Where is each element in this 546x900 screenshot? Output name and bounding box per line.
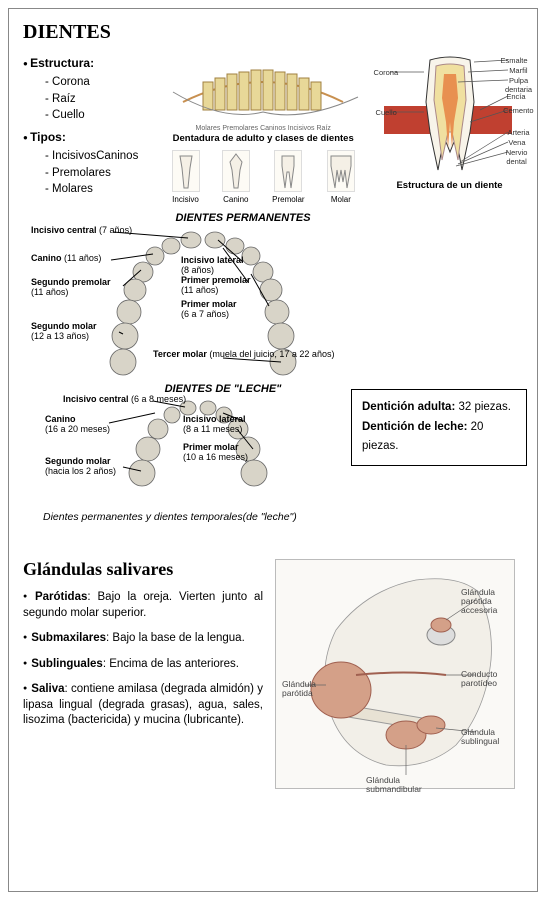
tooth-item: Premolar (272, 150, 304, 204)
tooth-label: Molar (327, 195, 355, 204)
list-item: Cuello (45, 107, 150, 124)
dientes-left-column: Estructura: Corona Raíz Cuello Tipos: In… (23, 52, 150, 204)
arch-label: Segundo molar(12 a 13 años) (31, 322, 97, 342)
struct-label: Cuello (376, 108, 397, 117)
glandula-item: Sublinguales: Encima de las anteriores. (23, 657, 263, 673)
struct-label: Corona (374, 68, 399, 77)
arch-label: Incisivo central (7 años) (31, 226, 132, 236)
skull-illustration: Glándula parótida accesoria Glándula paró… (275, 559, 515, 789)
estructura-list: Corona Raíz Cuello (23, 74, 150, 124)
dentadura-figure: Molares Premolares Caninos Incisivos Raí… (160, 52, 366, 204)
dentadura-sublabel: Molares Premolares Caninos Incisivos Raí… (163, 125, 363, 132)
list-item: Corona (45, 74, 150, 91)
glandula-item: Saliva: contiene amilasa (degrada almidó… (23, 682, 263, 729)
tooth-item: Molar (327, 150, 355, 204)
list-item: Molares (45, 181, 150, 198)
list-item: Raíz (45, 91, 150, 108)
skull-label: Glándula parótida accesoria (461, 588, 516, 615)
struct-label: Arteria (507, 128, 529, 137)
skull-label: Conducto parotídeo (461, 670, 516, 688)
dentadura-caption: Dentadura de adulto y clases de dientes (160, 133, 366, 144)
struct-label: Cemento (503, 106, 533, 115)
estructura-heading: Estructura: (23, 56, 150, 70)
adulta-value: 32 piezas. (455, 401, 511, 413)
leche-label: Dentición de leche: (362, 421, 467, 433)
leche-arch: Incisivo central (6 a 8 meses) Canino(16 … (33, 395, 343, 505)
arch-label: Primer premolar(11 años) (181, 276, 251, 296)
permanentes-arch: Incisivo central (7 años) Canino (11 años… (23, 224, 363, 379)
glandula-item: Submaxilares: Bajo la base de la lengua. (23, 631, 263, 647)
glandulas-section: Glándulas salivares Parótidas: Bajo la o… (23, 559, 523, 789)
arch-label: Primer molar(10 a 16 meses) (183, 443, 248, 463)
arch-label: Incisivo lateral(8 a 11 meses) (183, 415, 246, 435)
tooth-item: Incisivo (172, 150, 200, 204)
dientes-title: DIENTES (23, 21, 523, 44)
leche-caption: Dientes permanentes y dientes temporales… (43, 511, 523, 523)
arch-label: Primer molar(6 a 7 años) (181, 300, 237, 320)
arch-label: Incisivo lateral(8 años) (181, 256, 244, 276)
arch-label: Segundo premolar(11 años) (31, 278, 111, 298)
struct-label: Marfil (509, 66, 527, 75)
permanentes-section: DIENTES PERMANENTES (23, 212, 523, 379)
tooth-label: Canino (222, 195, 250, 204)
struct-label: Esmalte (500, 56, 527, 65)
tooth-item: Canino (222, 150, 250, 204)
list-item: IncisivosCaninos (45, 148, 150, 165)
arch-label: Segundo molar(hacia los 2 años) (45, 457, 116, 477)
struct-label: Encía (506, 92, 525, 101)
dientes-section: Estructura: Corona Raíz Cuello Tipos: In… (23, 52, 523, 204)
arch-label: Canino (11 años) (31, 254, 101, 264)
skull-label: Glándula sublingual (461, 728, 516, 746)
adulta-label: Dentición adulta: (362, 401, 455, 413)
glandulas-title: Glándulas salivares (23, 559, 263, 580)
arch-label: Incisivo central (6 a 8 meses) (63, 395, 186, 405)
tooth-structure-figure: Corona Cuello Esmalte Marfil Pulpa denta… (376, 52, 523, 204)
tipos-list: IncisivosCaninos Premolares Molares (23, 148, 150, 198)
tooth-structure-illustration (380, 52, 520, 177)
tipos-heading: Tipos: (23, 130, 150, 144)
struct-label: Vena (508, 138, 525, 147)
tooth-label: Premolar (272, 195, 304, 204)
struct-label: Nervio dental (504, 148, 530, 166)
glandulas-text: Glándulas salivares Parótidas: Bajo la o… (23, 559, 263, 789)
dentadura-illustration (163, 52, 363, 130)
list-item: Premolares (45, 165, 150, 182)
glandulas-figure: Glándula parótida accesoria Glándula paró… (275, 559, 515, 789)
skull-label: Glándula parótida (282, 680, 337, 698)
estructura-caption: Estructura de un diente (376, 180, 523, 191)
skull-label: Glándula submandibular (366, 776, 421, 794)
arch-label: Tercer molar (muela del juicio, 17 a 22 … (153, 350, 334, 360)
denticion-info-box: Dentición adulta: 32 piezas. Dentición d… (351, 389, 527, 466)
permanentes-title: DIENTES PERMANENTES (143, 212, 343, 224)
arch-label: Canino(16 a 20 meses) (45, 415, 110, 435)
tooth-label: Incisivo (172, 195, 200, 204)
glandula-item: Parótidas: Bajo la oreja. Vierten junto … (23, 590, 263, 621)
tooth-types-row: Incisivo Canino Premolar Molar (160, 150, 366, 204)
